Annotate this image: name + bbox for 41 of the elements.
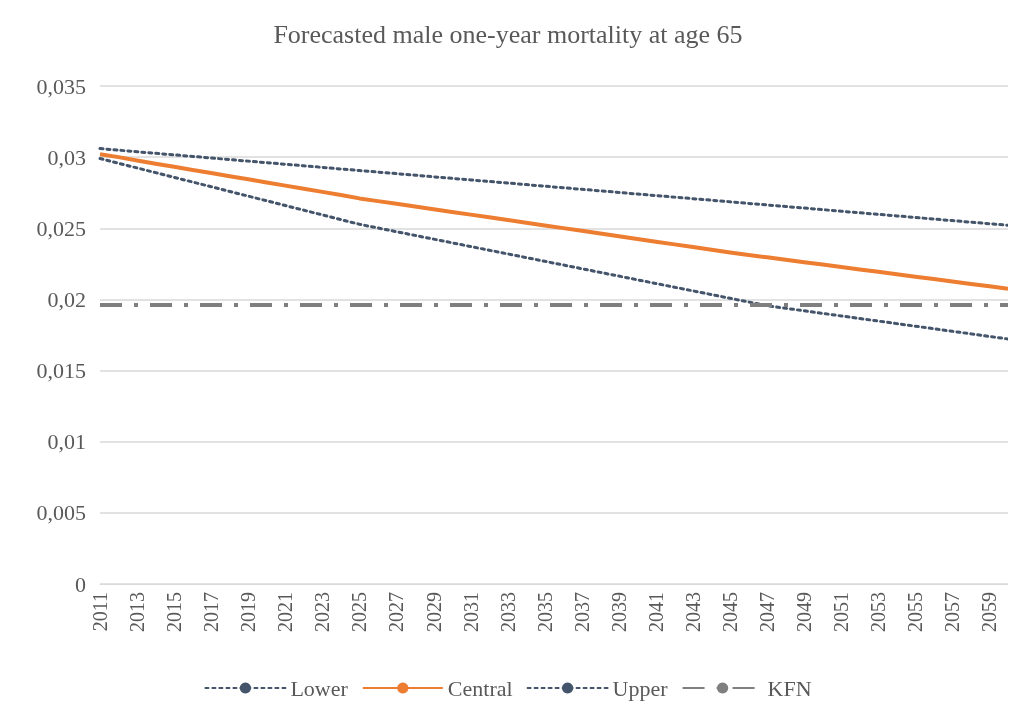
x-tick-label: 2019 — [237, 592, 260, 632]
legend-label: Upper — [612, 675, 669, 701]
x-tick-label: 2045 — [719, 592, 742, 632]
line-series — [98, 157, 1008, 341]
legend-label: KFN — [767, 675, 812, 701]
x-tick-label: 2029 — [422, 592, 445, 632]
x-tick-label: 2053 — [867, 592, 890, 632]
x-tick-label: 2039 — [607, 592, 630, 632]
x-tick-label: 2055 — [904, 592, 927, 632]
x-tick-label: 2037 — [570, 592, 593, 632]
line-series — [98, 147, 1008, 227]
y-tick-label: 0,01 — [47, 429, 86, 455]
x-tick-label: 2031 — [459, 592, 482, 632]
line-series — [98, 152, 1008, 291]
x-tick-label: 2051 — [830, 592, 853, 632]
y-tick-label: 0,025 — [36, 215, 86, 241]
legend-label: Central — [447, 675, 513, 701]
y-tick-label: 0,03 — [47, 144, 86, 170]
y-tick-label: 0,035 — [36, 73, 86, 99]
x-tick-label: 2035 — [533, 592, 556, 632]
y-tick-label: 0,02 — [47, 286, 86, 312]
x-tick-label: 2013 — [126, 592, 149, 632]
chart-title: Forecasted male one-year mortality at age 65 — [273, 19, 743, 49]
x-tick-label: 2021 — [274, 592, 297, 632]
x-tick-label: 2057 — [941, 592, 964, 632]
x-tick-label: 2041 — [644, 592, 667, 632]
x-tick-label: 2033 — [496, 592, 519, 632]
y-tick-label: 0,005 — [36, 500, 86, 526]
y-tick-label: 0,015 — [36, 358, 86, 384]
legend-label: Lower — [290, 675, 349, 701]
x-tick-label: 2017 — [200, 592, 223, 632]
x-tick-label: 2047 — [756, 592, 779, 632]
x-tick-label: 2059 — [978, 592, 1001, 632]
x-tick-label: 2043 — [681, 592, 704, 632]
x-tick-label: 2027 — [385, 592, 408, 632]
x-tick-label: 2049 — [793, 592, 816, 632]
y-tick-label: 0 — [75, 571, 86, 597]
x-tick-label: 2025 — [348, 592, 371, 632]
x-tick-label: 2023 — [311, 592, 334, 632]
x-tick-label: 2015 — [163, 592, 186, 632]
x-tick-label: 2011 — [89, 592, 111, 632]
